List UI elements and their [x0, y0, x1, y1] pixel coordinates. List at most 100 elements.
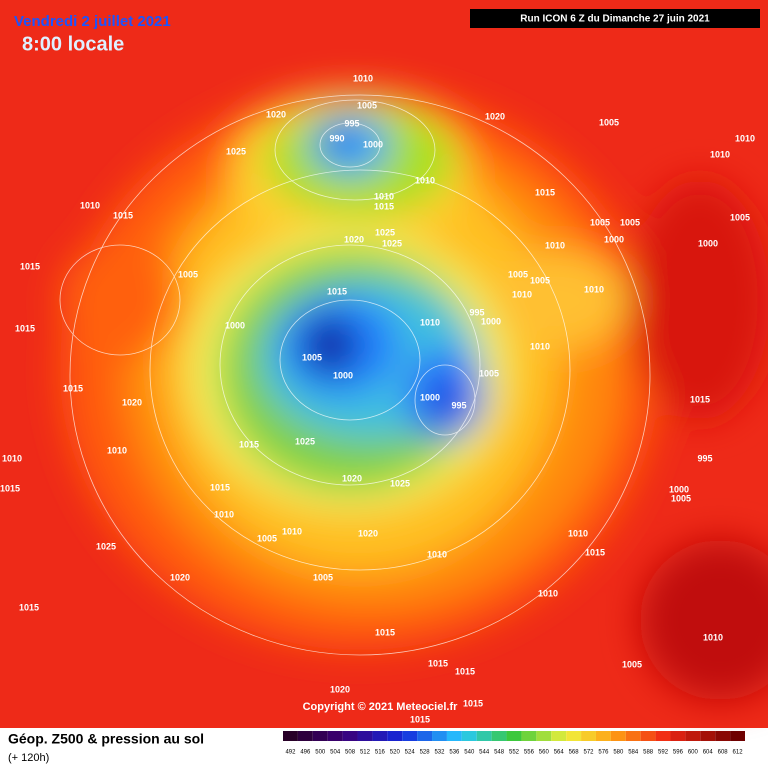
isobar-label: 1010 [512, 289, 532, 299]
isobar-label: 990 [329, 133, 344, 143]
isobar-label: 1000 [669, 484, 689, 494]
isobar-label: 1005 [530, 275, 550, 285]
isobar-label: 1000 [604, 234, 624, 244]
scale-swatch [297, 731, 313, 741]
isobar-label: 1015 [585, 547, 605, 557]
isobar-label: 1010 [80, 200, 100, 210]
isobar-label: 1010 [568, 528, 588, 538]
isobar-label: 1010 [420, 317, 440, 327]
isobar-label: 1005 [622, 659, 642, 669]
scale-swatch [446, 731, 462, 741]
isobar-label: 995 [451, 400, 466, 410]
isobar-label: 1015 [63, 383, 83, 393]
isobar-label: 1025 [390, 478, 410, 488]
run-info: Run ICON 6 Z du Dimanche 27 juin 2021 [520, 14, 710, 25]
isobar-label: 1005 [479, 368, 499, 378]
scale-label: 588 [643, 750, 654, 756]
scale-label: 512 [360, 750, 371, 756]
scale-swatch [700, 731, 716, 741]
isobar-label: 1010 [710, 149, 730, 159]
scale-label: 496 [300, 750, 311, 756]
isobar-label: 1000 [225, 320, 245, 330]
scale-swatch [566, 731, 582, 741]
legend-title: Géop. Z500 & pression au sol [8, 731, 204, 747]
isobar-label: 1025 [382, 238, 402, 248]
scale-label: 608 [718, 750, 729, 756]
isobar-label: 1010 [353, 73, 373, 83]
isobar-label: 1010 [584, 284, 604, 294]
isobar-label: 1025 [295, 436, 315, 446]
scale-swatch [357, 731, 373, 741]
isobar-label: 1010 [282, 526, 302, 536]
scale-label: 556 [524, 750, 535, 756]
scale-swatch [625, 731, 641, 741]
scale-label: 612 [733, 750, 744, 756]
scale-swatch [283, 731, 298, 741]
isobar-label: 1000 [481, 316, 501, 326]
isobar-label: 995 [469, 307, 484, 317]
scale-swatch [432, 731, 447, 741]
map: 1010100510209959901000102510201005101010… [0, 0, 768, 728]
scale-label: 580 [613, 750, 624, 756]
scale-label: 504 [330, 750, 341, 756]
isobar-label: 1005 [590, 217, 610, 227]
isobar-labels: 1010100510209959901000102510201005101010… [0, 73, 755, 724]
isobar-label: 1020 [330, 684, 350, 694]
isobar-label: 1010 [735, 133, 755, 143]
scale-label: 600 [688, 750, 699, 756]
scale-label: 500 [315, 750, 326, 756]
scale-swatch [685, 731, 701, 741]
isobar-label: 1015 [374, 201, 394, 211]
isobar-label: 1020 [485, 111, 505, 121]
scale-label: 544 [479, 750, 490, 756]
scale-swatch [730, 731, 745, 741]
isobar-label: 1005 [599, 117, 619, 127]
isobar-label: 1010 [2, 453, 22, 463]
forecast-time: 8:00 locale [22, 33, 124, 55]
isobar-label: 995 [697, 453, 712, 463]
isobar-label: 1020 [266, 109, 286, 119]
scale-label: 604 [703, 750, 714, 756]
scale-swatch [640, 731, 656, 741]
isobar-label: 1010 [530, 341, 550, 351]
isobar-label: 1015 [690, 394, 710, 404]
isobar-label: 1025 [96, 541, 116, 551]
isobar-label: 1015 [535, 187, 555, 197]
scale-label: 576 [598, 750, 609, 756]
scale-swatch [312, 731, 328, 741]
scale-swatch [372, 731, 388, 741]
isobar-label: 1005 [357, 100, 377, 110]
scale-label: 548 [494, 750, 505, 756]
scale-label: 560 [539, 750, 550, 756]
isobar-label: 1025 [226, 146, 246, 156]
isobars [59, 94, 651, 656]
isobar-label: 1000 [363, 139, 383, 149]
scale-label: 596 [673, 750, 684, 756]
scale-swatch [506, 731, 522, 741]
scale-swatch [327, 731, 343, 741]
scale-label: 524 [405, 750, 416, 756]
isobar-label: 1010 [214, 509, 234, 519]
isobar-label: 1015 [113, 210, 133, 220]
isobar-label: 1005 [671, 493, 691, 503]
scale-swatch [715, 731, 731, 741]
isobar-label: 1010 [415, 175, 435, 185]
scale-swatch [417, 731, 433, 741]
forecast-date: Vendredi 2 juillet 2021 [14, 13, 171, 30]
isobar-label: 1015 [20, 261, 40, 271]
scale-label: 564 [554, 750, 565, 756]
scale-swatch [595, 731, 611, 741]
scale-swatch [342, 731, 358, 741]
isobar-label: 995 [344, 118, 359, 128]
scale-swatch [610, 731, 626, 741]
copyright: Copyright © 2021 Meteociel.fr [303, 701, 459, 713]
isobar-label: 1020 [342, 473, 362, 483]
scale-label: 508 [345, 750, 356, 756]
scale-label: 584 [628, 750, 639, 756]
isobar-label: 1010 [545, 240, 565, 250]
isobar-label: 1015 [428, 658, 448, 668]
scale-label: 592 [658, 750, 669, 756]
isobar-label: 1020 [358, 528, 378, 538]
isobar-label: 1005 [178, 269, 198, 279]
